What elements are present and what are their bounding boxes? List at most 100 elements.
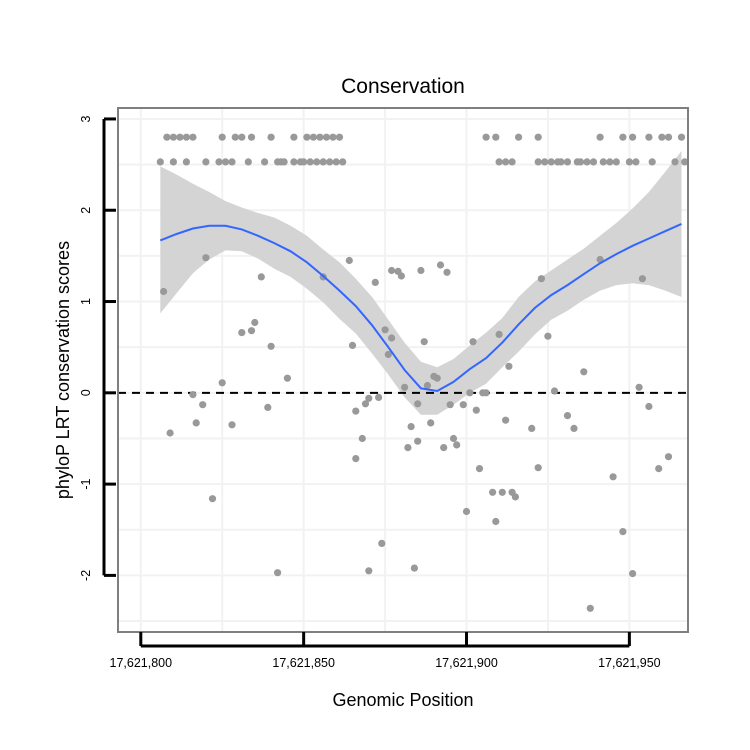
data-point [345,256,353,265]
data-point [244,158,252,166]
y-tick-label: -2 [79,570,93,581]
data-point [261,158,269,166]
data-point [440,444,448,452]
data-point [169,133,177,141]
data-point [495,330,503,338]
data-point [335,133,344,141]
x-tick-label: 17,621,850 [272,656,335,670]
data-point [583,158,591,166]
data-point [352,455,360,463]
data-point [365,567,373,575]
data-point [407,423,415,431]
data-point [664,133,673,141]
data-point [290,158,298,166]
data-point [215,158,223,166]
data-point [182,133,190,141]
data-point [192,419,200,427]
data-point [619,133,627,141]
data-point [388,334,396,342]
data-point [528,424,536,432]
data-point [228,421,236,429]
smooth-curve [159,222,682,393]
data-point [619,528,627,536]
data-point [414,437,422,445]
data-point [599,158,607,166]
data-point [557,158,565,166]
data-point [580,368,588,376]
data-point [166,429,174,437]
x-tick-label: 17,621,950 [598,656,661,670]
data-point [534,464,542,472]
data-point [547,158,555,166]
confidence-band-area [160,150,682,415]
data-point [489,488,497,496]
data-point [378,539,386,548]
confidence-band [160,150,682,415]
data-point [365,394,373,402]
data-point [348,341,357,349]
data-point [247,133,256,141]
data-point [589,158,598,166]
data-point [388,266,396,275]
data-point [625,158,634,166]
data-point [182,158,190,166]
data-point [290,133,298,141]
data-point [606,158,614,166]
data-point [267,342,275,350]
data-point [632,158,640,166]
data-point [199,401,207,409]
data-point [502,416,510,424]
data-point [635,383,643,391]
data-point [677,133,686,141]
data-point [306,158,314,166]
data-point [436,261,445,269]
data-point [449,434,458,443]
data-point [326,158,334,166]
data-point [361,400,370,408]
data-point [176,133,184,141]
data-point [502,158,510,166]
data-point [208,495,217,503]
data-points [156,133,689,612]
data-point [576,158,585,166]
data-point [492,517,500,526]
panel-border [117,107,689,633]
data-point [459,401,467,409]
data-point [332,158,340,166]
data-point [462,507,471,516]
data-point [537,275,546,283]
data-point [544,332,552,340]
data-point [550,387,559,395]
data-point [228,158,236,166]
data-point [570,424,578,432]
data-point [264,403,272,411]
data-point [303,133,311,141]
data-point [313,158,321,166]
y-tick-label: 3 [79,115,93,122]
data-point [381,326,389,334]
data-point [508,158,516,166]
data-point [612,158,620,166]
data-point [401,383,409,391]
data-point [417,266,425,275]
data-point [339,158,347,166]
y-tick-label: 0 [79,389,93,396]
chart-title: Conservation [341,75,465,98]
data-point [375,393,383,401]
data-point [482,389,490,397]
data-point [469,338,477,346]
data-point [648,158,656,166]
x-tick-label: 17,621,900 [435,656,498,670]
data-point [410,564,418,572]
data-point [280,158,288,166]
data-point [163,133,171,141]
data-point [414,400,422,408]
data-point [495,158,503,166]
data-point [534,158,542,166]
data-point [645,402,653,411]
data-point [371,278,379,286]
data-point [655,465,663,473]
data-point [189,133,197,141]
